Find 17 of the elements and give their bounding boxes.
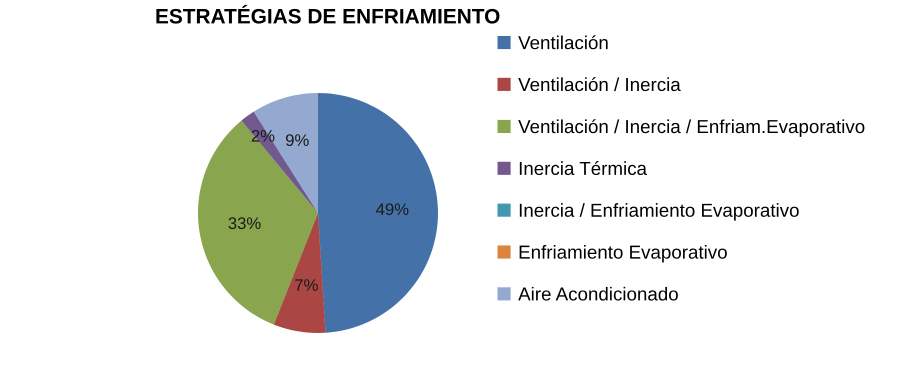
data-label: 33% <box>228 217 261 230</box>
data-label: 9% <box>286 134 309 146</box>
pie-slice <box>274 213 326 333</box>
legend-label: Enfriamiento Evaporativo <box>520 244 727 262</box>
legend-label: Ventilación / Inercia <box>518 77 681 92</box>
pie-slice <box>198 120 318 325</box>
legend-label: Ventilación <box>518 35 608 50</box>
pie-slice <box>242 112 318 213</box>
pie-slice <box>254 93 318 213</box>
data-label: 49% <box>376 203 408 216</box>
legend-label: Inercia Térmica <box>520 161 647 176</box>
legend-label: Ventilación / Inercia / Enfriam.Evaporativo <box>518 119 864 137</box>
legend-label: Aire Acondicionado <box>518 286 678 301</box>
chart-title: ESTRATÉGIAS DE ENFRIAMIENTO <box>156 4 500 24</box>
data-label: 7% <box>295 279 318 291</box>
legend-label: Inercia / Enfriamiento Evaporativo <box>520 203 799 221</box>
pie-slice <box>318 93 438 333</box>
